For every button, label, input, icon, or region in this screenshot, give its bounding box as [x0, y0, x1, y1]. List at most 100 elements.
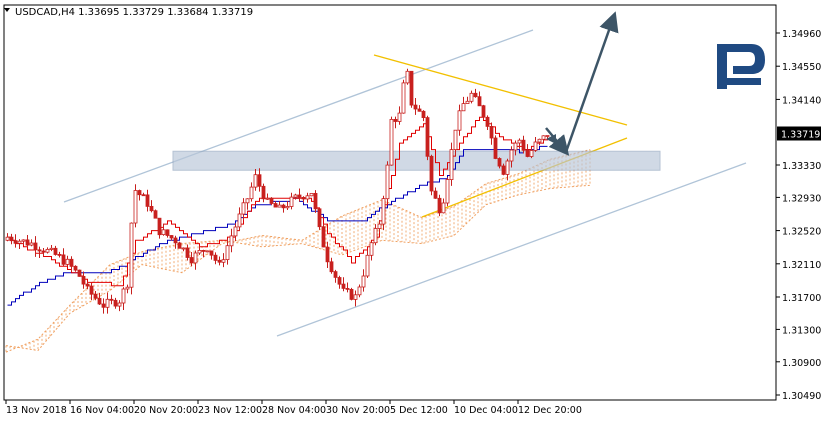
candle-body-bull	[509, 149, 514, 162]
candle	[105, 292, 110, 314]
candle	[273, 201, 278, 208]
candle-body-bear	[169, 235, 174, 239]
candle	[397, 106, 402, 125]
cloud-span-b	[5, 184, 591, 353]
y-tick-label: 1.34960	[782, 29, 821, 40]
candle-body-bear	[345, 287, 350, 290]
candle-body-bull	[225, 245, 230, 260]
candle-body-bull	[441, 202, 446, 214]
candle-body-bull	[289, 196, 294, 207]
candle-body-bear	[321, 226, 326, 248]
candle-body-bear	[201, 249, 206, 252]
candle	[513, 140, 518, 156]
candle	[301, 196, 306, 203]
y-tick-label: 1.34550	[782, 62, 821, 73]
candle	[221, 253, 226, 268]
candle	[281, 203, 286, 213]
candle	[453, 129, 458, 156]
candle-body-bear	[425, 117, 430, 157]
candle	[197, 245, 202, 255]
candle-body-bear	[93, 293, 98, 299]
candle-body-bear	[429, 155, 434, 192]
candle-body-bull	[65, 258, 70, 265]
candle-body-bull	[45, 248, 50, 253]
candle-body-bull	[309, 192, 314, 197]
candle-body-bear	[485, 116, 490, 127]
candle-body-bull	[117, 302, 122, 307]
candle	[25, 235, 30, 247]
candle-body-bull	[17, 240, 22, 244]
candle	[505, 158, 510, 181]
candle	[285, 201, 290, 210]
candle-body-bull	[381, 198, 386, 225]
candle	[57, 251, 62, 258]
candle-body-bear	[61, 254, 66, 265]
candle-body-bull	[133, 190, 138, 224]
candle	[353, 290, 358, 307]
candle-body-bear	[97, 297, 102, 305]
x-tick-label: 10 Dec 04:00	[454, 405, 518, 416]
collapse-triangle-icon[interactable]	[4, 8, 10, 12]
candle	[357, 284, 362, 298]
candle-body-bull	[245, 198, 250, 204]
candle-body-bear	[25, 239, 30, 246]
candle-body-bear	[417, 108, 422, 112]
candle-body-bear	[217, 259, 222, 263]
candle	[509, 146, 514, 168]
axes: 1.34960 1.34550 1.34140 1.33330 1.32930 1.325…	[3, 4, 821, 416]
x-tick-label: 5 Dec 12:00	[390, 405, 448, 416]
candle	[381, 195, 386, 231]
candle	[469, 90, 474, 104]
candle-body-bull	[449, 149, 454, 181]
candle	[489, 122, 494, 145]
candle-body-bull	[221, 259, 226, 263]
cloud-span-a	[5, 149, 591, 352]
candle	[265, 193, 270, 200]
y-tick-label: 1.32110	[782, 260, 821, 271]
candle	[41, 248, 46, 257]
candle	[253, 169, 258, 191]
x-tick-label: 23 Nov 12:00	[198, 405, 262, 416]
candle	[537, 138, 542, 146]
candle	[409, 70, 414, 108]
y-tick-label: 1.33330	[782, 161, 821, 172]
candle	[81, 271, 86, 289]
candle-body-bear	[329, 261, 334, 273]
candle	[49, 245, 54, 252]
candle	[313, 190, 318, 213]
candle	[97, 292, 102, 305]
candle-body-bear	[281, 204, 286, 209]
candle	[481, 104, 486, 120]
candle	[181, 247, 186, 252]
candle-body-bull	[125, 286, 130, 290]
candle	[405, 68, 410, 85]
candles	[5, 68, 550, 314]
last-price-label: 1.33719	[781, 130, 820, 141]
candle-body-bear	[13, 240, 18, 244]
broker-logo-icon	[717, 44, 765, 89]
candle-body-bear	[497, 158, 502, 167]
candle	[13, 234, 18, 248]
candle	[501, 163, 506, 176]
candle	[65, 255, 70, 267]
candle-body-bull	[469, 92, 474, 102]
candle	[145, 189, 150, 212]
candle	[385, 161, 390, 203]
candle	[61, 248, 66, 267]
candle	[457, 104, 462, 136]
candle	[473, 88, 478, 98]
candle-body-bear	[393, 119, 398, 122]
candle	[189, 252, 194, 267]
candle	[101, 298, 106, 314]
candle	[117, 300, 122, 312]
candle-body-bull	[445, 179, 450, 204]
candle-body-bull	[129, 222, 134, 288]
candle	[93, 291, 98, 301]
candle	[333, 269, 338, 283]
candle-body-bull	[513, 142, 518, 151]
candle	[77, 269, 82, 277]
candle	[393, 116, 398, 129]
candle-body-bear	[313, 192, 318, 210]
current-price-pointer	[546, 134, 556, 144]
